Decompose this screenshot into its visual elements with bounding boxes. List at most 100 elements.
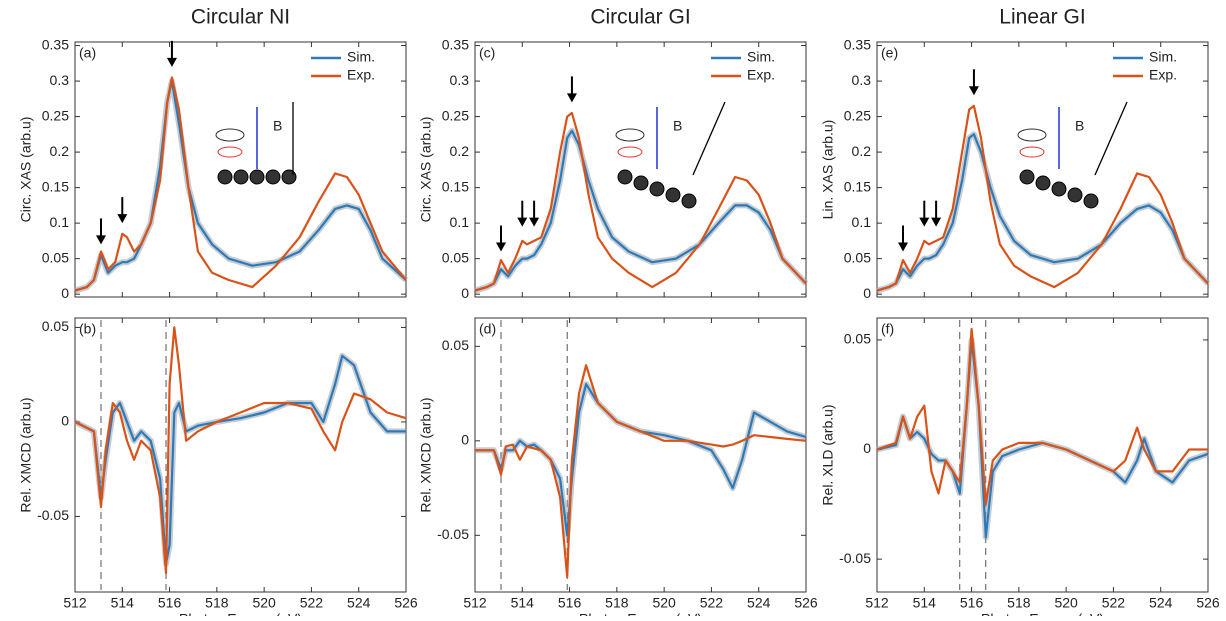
y-tick-label: -0.05	[437, 526, 469, 542]
legend-label: Sim.	[347, 49, 375, 65]
x-tick-label: 520	[252, 595, 276, 611]
inset-atom	[217, 169, 233, 185]
legend-label: Exp.	[1149, 67, 1177, 83]
x-tick-label: 522	[700, 595, 724, 611]
y-tick-label: 0.3	[852, 72, 872, 88]
inset-atom	[633, 175, 649, 191]
x-tick-label: 520	[1054, 595, 1078, 611]
y-tick-label: 0	[863, 285, 871, 301]
series-line	[74, 326, 407, 575]
x-tick-label: 518	[1007, 595, 1031, 611]
annotation-arrowhead	[566, 93, 577, 103]
inset-field	[1094, 101, 1128, 176]
annotation-arrowhead	[96, 235, 107, 245]
inset-atom	[617, 169, 633, 185]
y-tick-label: 0.05	[442, 249, 469, 265]
annotation-arrowhead	[529, 217, 540, 227]
y-tick-label: 0.15	[442, 178, 469, 194]
y-tick-label: 0	[863, 440, 871, 456]
plot-frame	[474, 317, 807, 593]
series-line	[876, 133, 1209, 292]
inset-field	[692, 101, 726, 176]
series-line	[876, 104, 1209, 292]
inset-polarization	[617, 146, 643, 158]
panel-label: (c)	[479, 45, 495, 61]
y-tick-label: 0.1	[852, 214, 872, 230]
y-axis-label: Rel. XMCD (arb.u)	[418, 397, 434, 512]
inset-polarization	[217, 146, 243, 158]
annotation-arrowhead	[919, 217, 930, 227]
y-tick-label: 0.2	[50, 143, 70, 159]
inset-atom	[1019, 169, 1035, 185]
inset-polarization	[615, 128, 645, 142]
x-tick-label: 524	[747, 595, 771, 611]
x-tick-label: 514	[913, 595, 937, 611]
x-tick-label: 526	[1196, 595, 1220, 611]
y-tick-label: -0.05	[37, 507, 69, 523]
y-tick-label: 0	[461, 285, 469, 301]
panel-label: (e)	[881, 45, 898, 61]
inset-atom	[233, 169, 249, 185]
inset-atom	[265, 169, 281, 185]
x-tick-label: 518	[605, 595, 629, 611]
annotation-arrowhead	[166, 57, 177, 67]
annotation-arrowhead	[968, 86, 979, 96]
legend-label: Sim.	[747, 49, 775, 65]
y-axis-label: Circ. XAS (arb.u)	[418, 117, 434, 223]
annotation-arrowhead	[931, 217, 942, 227]
y-tick-label: 0.3	[50, 72, 70, 88]
plot-frame	[74, 41, 407, 298]
inset-polarization	[1019, 146, 1045, 158]
sim-band	[74, 78, 409, 294]
plot-frame	[876, 41, 1209, 298]
series-line	[474, 129, 807, 292]
x-tick-label: 516	[558, 595, 582, 611]
panel-label: (f)	[881, 321, 894, 337]
x-tick-label: 520	[652, 595, 676, 611]
legend-label: Sim.	[1149, 49, 1177, 65]
y-axis-label: Circ. XAS (arb.u)	[18, 117, 34, 223]
x-tick-label: 516	[158, 595, 182, 611]
y-tick-label: 0.15	[844, 178, 871, 194]
y-axis-label: Rel. XLD (arb.u)	[820, 404, 836, 505]
x-axis-label: Photon Energy (eV)	[179, 611, 302, 616]
annotation-arrowhead	[496, 242, 507, 252]
x-tick-label: 512	[63, 595, 87, 611]
sim-band	[73, 352, 406, 567]
x-tick-label: 524	[347, 595, 371, 611]
y-tick-label: 0.05	[442, 337, 469, 353]
y-tick-label: 0.15	[42, 178, 69, 194]
legend-label: Exp.	[747, 67, 775, 83]
panel-label: (a)	[79, 45, 96, 61]
series-line	[474, 111, 807, 292]
series-line	[475, 383, 807, 537]
series-line	[876, 327, 1208, 506]
y-tick-label: 0	[61, 413, 69, 429]
y-tick-label: 0	[461, 432, 469, 448]
sim-band	[876, 336, 1209, 541]
inset-atom	[1067, 187, 1083, 203]
annotation-arrowhead	[117, 214, 128, 224]
x-tick-label: 522	[300, 595, 324, 611]
legend-label: Exp.	[347, 67, 375, 83]
y-tick-label: 0.05	[42, 318, 69, 334]
plot-frame	[876, 317, 1209, 593]
series-line	[876, 338, 1209, 539]
inset-polarization	[1017, 128, 1047, 142]
y-tick-label: 0.35	[442, 36, 469, 52]
inset-atom	[681, 193, 697, 209]
sim-band	[475, 381, 807, 539]
inset-atom	[1035, 175, 1051, 191]
series-line	[74, 76, 407, 292]
x-tick-label: 524	[1149, 595, 1173, 611]
y-tick-label: 0.35	[42, 36, 69, 52]
y-tick-label: 0.05	[42, 249, 69, 265]
x-axis-label: Photon Energy (eV)	[981, 611, 1104, 616]
inset-atom	[281, 169, 297, 185]
y-axis-label: Lin. XAS (arb.u)	[820, 120, 836, 220]
y-tick-label: 0.25	[42, 107, 69, 123]
inset-atom	[1083, 193, 1099, 209]
inset-atom	[1051, 181, 1067, 197]
series-line	[475, 364, 807, 578]
